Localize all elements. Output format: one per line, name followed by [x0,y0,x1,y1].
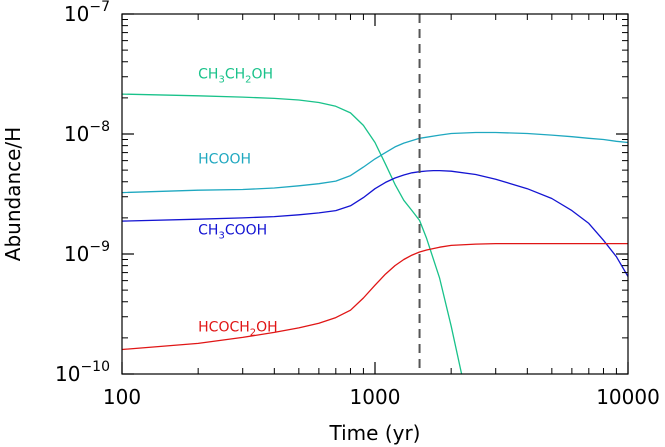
series-label-hcoch2oh: HCOCH2OH [198,320,278,339]
series-label-hcooh: HCOOH [198,151,251,167]
series-label-ch3cooh: CH3COOH [198,223,267,242]
y-axis-label: Abundance/H [1,127,25,261]
x-tick-label: 10000 [596,385,660,409]
x-tick-label: 1000 [350,385,401,409]
y-tick-label: 10−10 [55,359,110,386]
x-tick-label: 100 [103,385,141,409]
series-line-ch3cooh [122,169,628,277]
x-axis-label: Time (yr) [329,421,421,445]
series-line-hcoch2oh [122,242,628,351]
series-group [122,93,628,374]
series-labels: CH3CH2OH HCOOH CH3COOH HCOCH2OH [198,67,278,339]
axis-ticks: 100 1000 10000 10−10 10−9 10−8 10−7 [55,0,660,409]
y-tick-label: 10−7 [64,0,110,26]
series-line-ch3ch2oh [122,93,463,374]
y-tick-label: 10−8 [64,119,110,146]
series-label-ch3ch2oh: CH3CH2OH [198,67,273,86]
series-line-hcooh [122,131,628,194]
y-tick-label: 10−9 [64,239,110,266]
plot-area: 100 1000 10000 10−10 10−9 10−8 10−7 CH3CH2OH HC… [55,0,660,409]
